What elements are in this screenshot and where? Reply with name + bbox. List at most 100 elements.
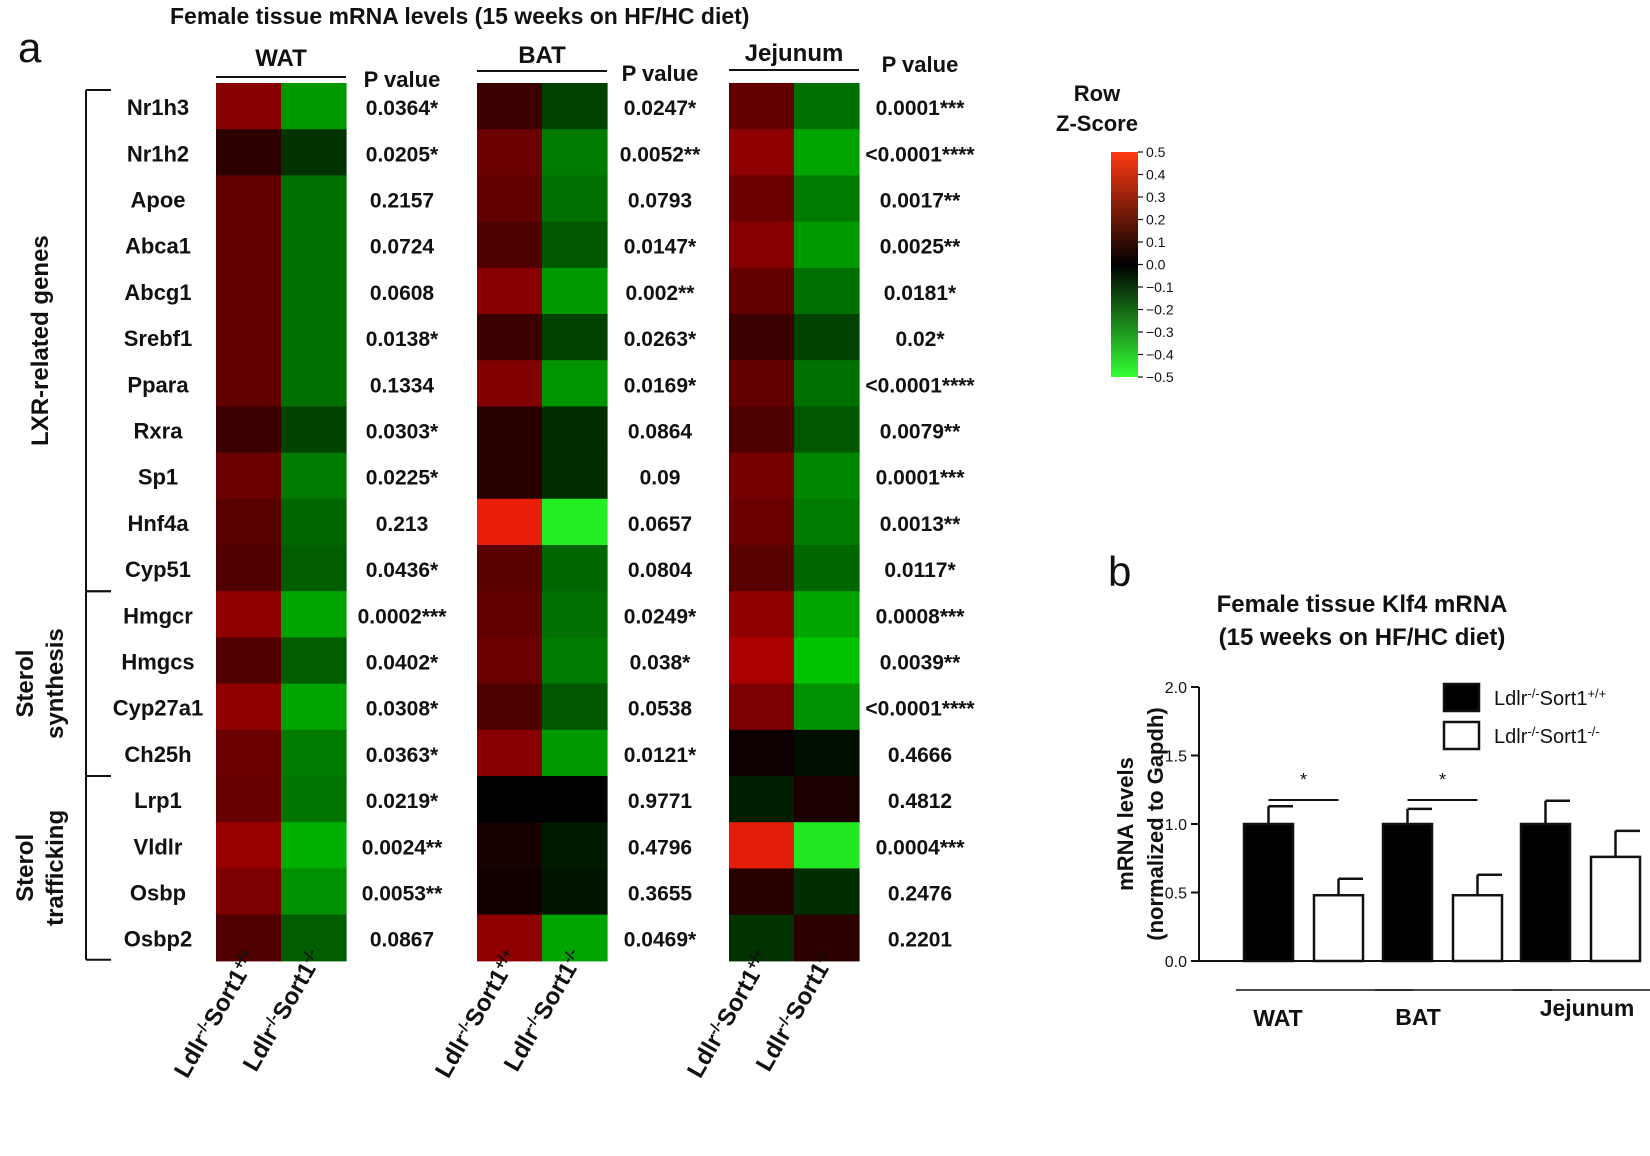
pvalue-text: 0.0436* <box>366 559 439 582</box>
colorbar-tick-label: 0.4 <box>1146 167 1166 183</box>
heatmap-cell <box>729 822 795 869</box>
heatmap-cell <box>729 637 795 685</box>
pvalue-text: 0.0249* <box>624 605 697 628</box>
category-label: Jejunum <box>1540 995 1635 1021</box>
heatmap-cell <box>542 314 608 361</box>
bar-chart: 0.0 0.5 1.0 1.5 2.0 mRNA levels (normalized to… <box>1113 680 1650 1031</box>
heatmap-cell <box>281 498 347 546</box>
pvalue-text: 0.2476 <box>888 883 952 906</box>
heatmap-cell <box>281 83 347 130</box>
colorbar-title-line-1: Row <box>1074 81 1121 106</box>
heatmap-cell <box>477 314 543 361</box>
heatmap-cell <box>729 498 795 546</box>
heatmap-cell <box>542 868 608 916</box>
pvalue-text: 0.1334 <box>370 374 435 397</box>
heatmap-cell <box>542 914 608 962</box>
y-tick-label: 0.0 <box>1165 954 1187 971</box>
heatmap-cell <box>542 452 608 500</box>
heatmap-cell <box>477 776 543 823</box>
heatmap-cell <box>729 729 795 777</box>
heatmap-cell <box>216 822 282 869</box>
heatmap-cell <box>794 83 860 130</box>
colorbar-title-line-2: Z-Score <box>1056 111 1138 136</box>
heatmap-cell <box>542 129 608 176</box>
heatmap-cell <box>794 868 860 916</box>
pvalue-text: 0.0364* <box>366 97 439 120</box>
heatmap-cell <box>794 267 860 315</box>
heatmap-cell <box>542 175 608 223</box>
pvalue-text: 0.0867 <box>370 929 434 952</box>
pvalue-text: 0.002** <box>626 282 696 305</box>
heatmap-cell <box>477 914 543 962</box>
pvalue-text: 0.0017** <box>880 190 961 213</box>
group-label: LXR-related genes <box>27 235 54 446</box>
legend-swatch-wt <box>1442 682 1481 713</box>
heatmap-cell <box>542 637 608 685</box>
category-label: BAT <box>1395 1004 1441 1030</box>
panel-a-letter: a <box>18 24 42 71</box>
heatmap-cell <box>729 83 795 130</box>
pvalue-text: 0.0181* <box>884 282 957 305</box>
heatmap-cell <box>542 545 608 592</box>
heatmap-cell <box>729 129 795 176</box>
heatmap-cell <box>542 776 608 823</box>
heatmap-cell <box>216 729 282 777</box>
pvalue-text: 0.0004*** <box>876 836 966 859</box>
pvalue-text: 0.4666 <box>888 744 952 767</box>
heatmap-cell <box>281 822 347 869</box>
heatmap-cell <box>794 683 860 731</box>
y-tick-label: 1.5 <box>1165 749 1187 766</box>
pvalue-text: 0.2157 <box>370 190 434 213</box>
heatmap-cell <box>542 406 608 454</box>
pvalue-text: 0.0308* <box>366 698 439 721</box>
heatmap-cell <box>542 729 608 777</box>
pvalue-text: 0.0657 <box>628 513 692 536</box>
gene-label: Abcg1 <box>124 280 191 305</box>
pvalue-text: 0.0219* <box>366 790 439 813</box>
gene-label: Sp1 <box>138 465 178 490</box>
pvalue-text: 0.4796 <box>628 836 692 859</box>
pvalue-header-bat: P value <box>622 61 699 86</box>
group-label: Sterol <box>12 834 39 902</box>
heatmap-cell <box>477 267 543 315</box>
heatmap-cell <box>729 452 795 500</box>
pvalue-text: 0.0263* <box>624 328 697 351</box>
heatmap-cell <box>794 221 860 269</box>
significance-mark: * <box>1300 770 1307 790</box>
heatmap-cell <box>729 868 795 916</box>
pvalue-text: 0.09 <box>640 467 681 490</box>
heatmap-cell <box>216 406 282 454</box>
gene-label: Rxra <box>134 419 184 444</box>
gene-label: Cyp51 <box>125 557 191 582</box>
gene-label: Nr1h3 <box>127 95 189 120</box>
heatmap-cell <box>216 83 282 130</box>
legend-label-wt: Ldlr-/-Sort1+/+ <box>1494 686 1606 711</box>
heatmap-cell <box>216 452 282 500</box>
pvalue-text: 0.0363* <box>366 744 439 767</box>
gene-label: Hmgcs <box>121 650 194 675</box>
heatmap-cell <box>794 637 860 685</box>
heatmap-cell <box>281 129 347 176</box>
tissue-header-bat: BAT <box>518 42 566 69</box>
pvalue-text: 0.0793 <box>628 190 692 213</box>
heatmap-cell <box>216 914 282 962</box>
heatmap-cell <box>794 914 860 962</box>
heatmap-cell <box>281 175 347 223</box>
heatmap-cell <box>281 267 347 315</box>
gene-label: Ch25h <box>124 742 191 767</box>
heatmap-cell <box>794 776 860 823</box>
pvalue-text: <0.0001**** <box>865 698 975 721</box>
heatmap-cell <box>281 868 347 916</box>
pvalue-text: 0.0052** <box>620 143 701 166</box>
heatmap-cell <box>477 175 543 223</box>
pvalue-text: 0.038* <box>630 652 692 675</box>
heatmap-cell <box>477 637 543 685</box>
category-label: WAT <box>1253 1005 1302 1031</box>
pvalue-text: 0.213 <box>376 513 429 536</box>
pvalue-text: 0.3655 <box>628 883 693 906</box>
heatmap-cell <box>794 591 860 638</box>
heatmap-cell <box>729 683 795 731</box>
pvalue-text: 0.0025** <box>880 236 961 259</box>
pvalue-text: 0.4812 <box>888 790 952 813</box>
pvalue-text: 0.0247* <box>624 97 697 120</box>
